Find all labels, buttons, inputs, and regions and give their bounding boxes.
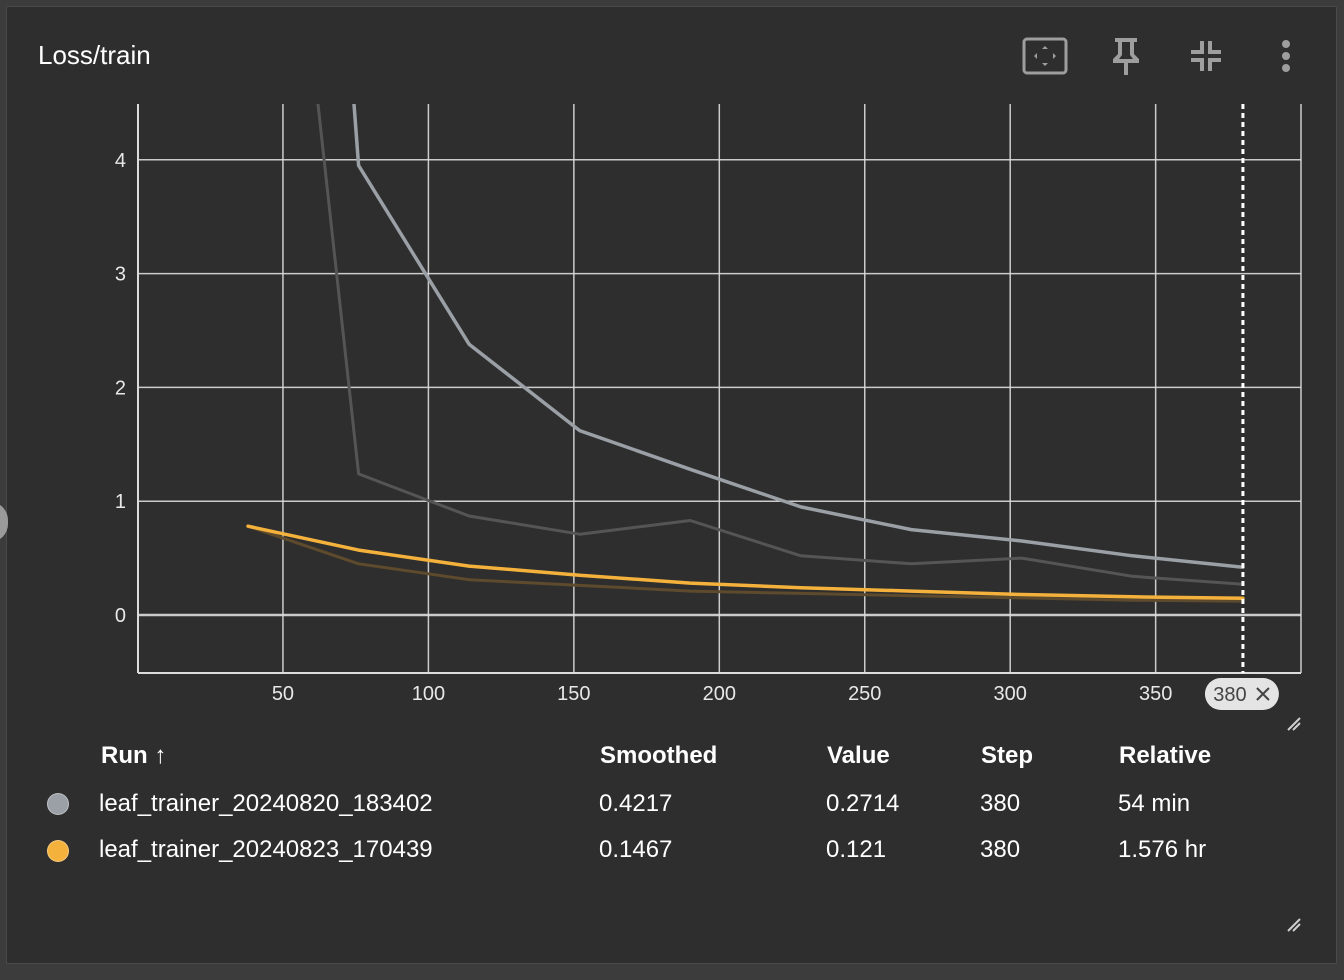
x-tick-label: 350 (1139, 683, 1172, 705)
x-tick-label: 50 (272, 683, 294, 705)
pin-button[interactable] (1103, 34, 1149, 78)
smoothed-value: 0.1467 (599, 836, 673, 863)
y-tick-label: 1 (115, 491, 126, 513)
raw-series-line (246, 524, 1245, 603)
hover-step-badge[interactable]: 380 (1204, 678, 1279, 710)
card-title: Loss/train (38, 40, 151, 70)
y-tick-label: 2 (115, 377, 126, 399)
more-vert-icon (1282, 40, 1290, 72)
col-header-smoothed[interactable]: Smoothed (600, 742, 718, 769)
chart-resize-icon[interactable] (1287, 717, 1301, 731)
smoothed-value: 0.4217 (599, 790, 673, 817)
x-tick-label: 100 (412, 683, 445, 705)
fit-domain-button[interactable] (1022, 34, 1068, 78)
smoothed-series-line (352, 104, 1245, 569)
series-group (246, 104, 1245, 603)
y-tick-label: 0 (115, 605, 126, 627)
run-color-dot (47, 793, 69, 815)
raw-series-line (316, 104, 1245, 586)
col-header-step[interactable]: Step (981, 742, 1034, 769)
col-header-value[interactable]: Value (827, 742, 890, 769)
pin-icon (1113, 38, 1139, 75)
x-tick-label: 200 (703, 683, 736, 705)
x-tick-label: 250 (848, 683, 881, 705)
step-value: 380 (980, 836, 1021, 863)
scalar-card (6, 6, 1337, 964)
x-tick-label: 150 (557, 683, 590, 705)
col-header-relative[interactable]: Relative (1119, 742, 1212, 769)
card-resize-icon[interactable] (1287, 918, 1301, 932)
side-panel-toggle[interactable] (0, 502, 8, 542)
y-tick-label: 4 (115, 150, 126, 172)
raw-value: 0.121 (826, 836, 887, 863)
y-tick-label: 3 (115, 264, 126, 286)
line-chart[interactable]: 50 100 150 200 250 300 350 0 1 2 3 4 380 (0, 0, 1344, 740)
run-name: leaf_trainer_20240823_170439 (99, 836, 433, 863)
raw-value: 0.2714 (826, 790, 900, 817)
close-icon[interactable] (1256, 687, 1270, 701)
fit-domain-icon (1022, 37, 1068, 75)
run-color-dot (47, 840, 69, 862)
relative-time: 1.576 hr (1118, 836, 1207, 863)
col-header-run[interactable]: Run ↑ (101, 742, 167, 769)
relative-time: 54 min (1118, 790, 1191, 817)
more-options-button[interactable] (1263, 34, 1309, 78)
step-value: 380 (980, 790, 1021, 817)
smoothed-series-line (246, 524, 1245, 601)
badge-background (1204, 678, 1279, 710)
x-tick-label: 300 (994, 683, 1027, 705)
run-name: leaf_trainer_20240820_183402 (99, 790, 433, 817)
hover-step-label: 380 (1213, 684, 1246, 706)
